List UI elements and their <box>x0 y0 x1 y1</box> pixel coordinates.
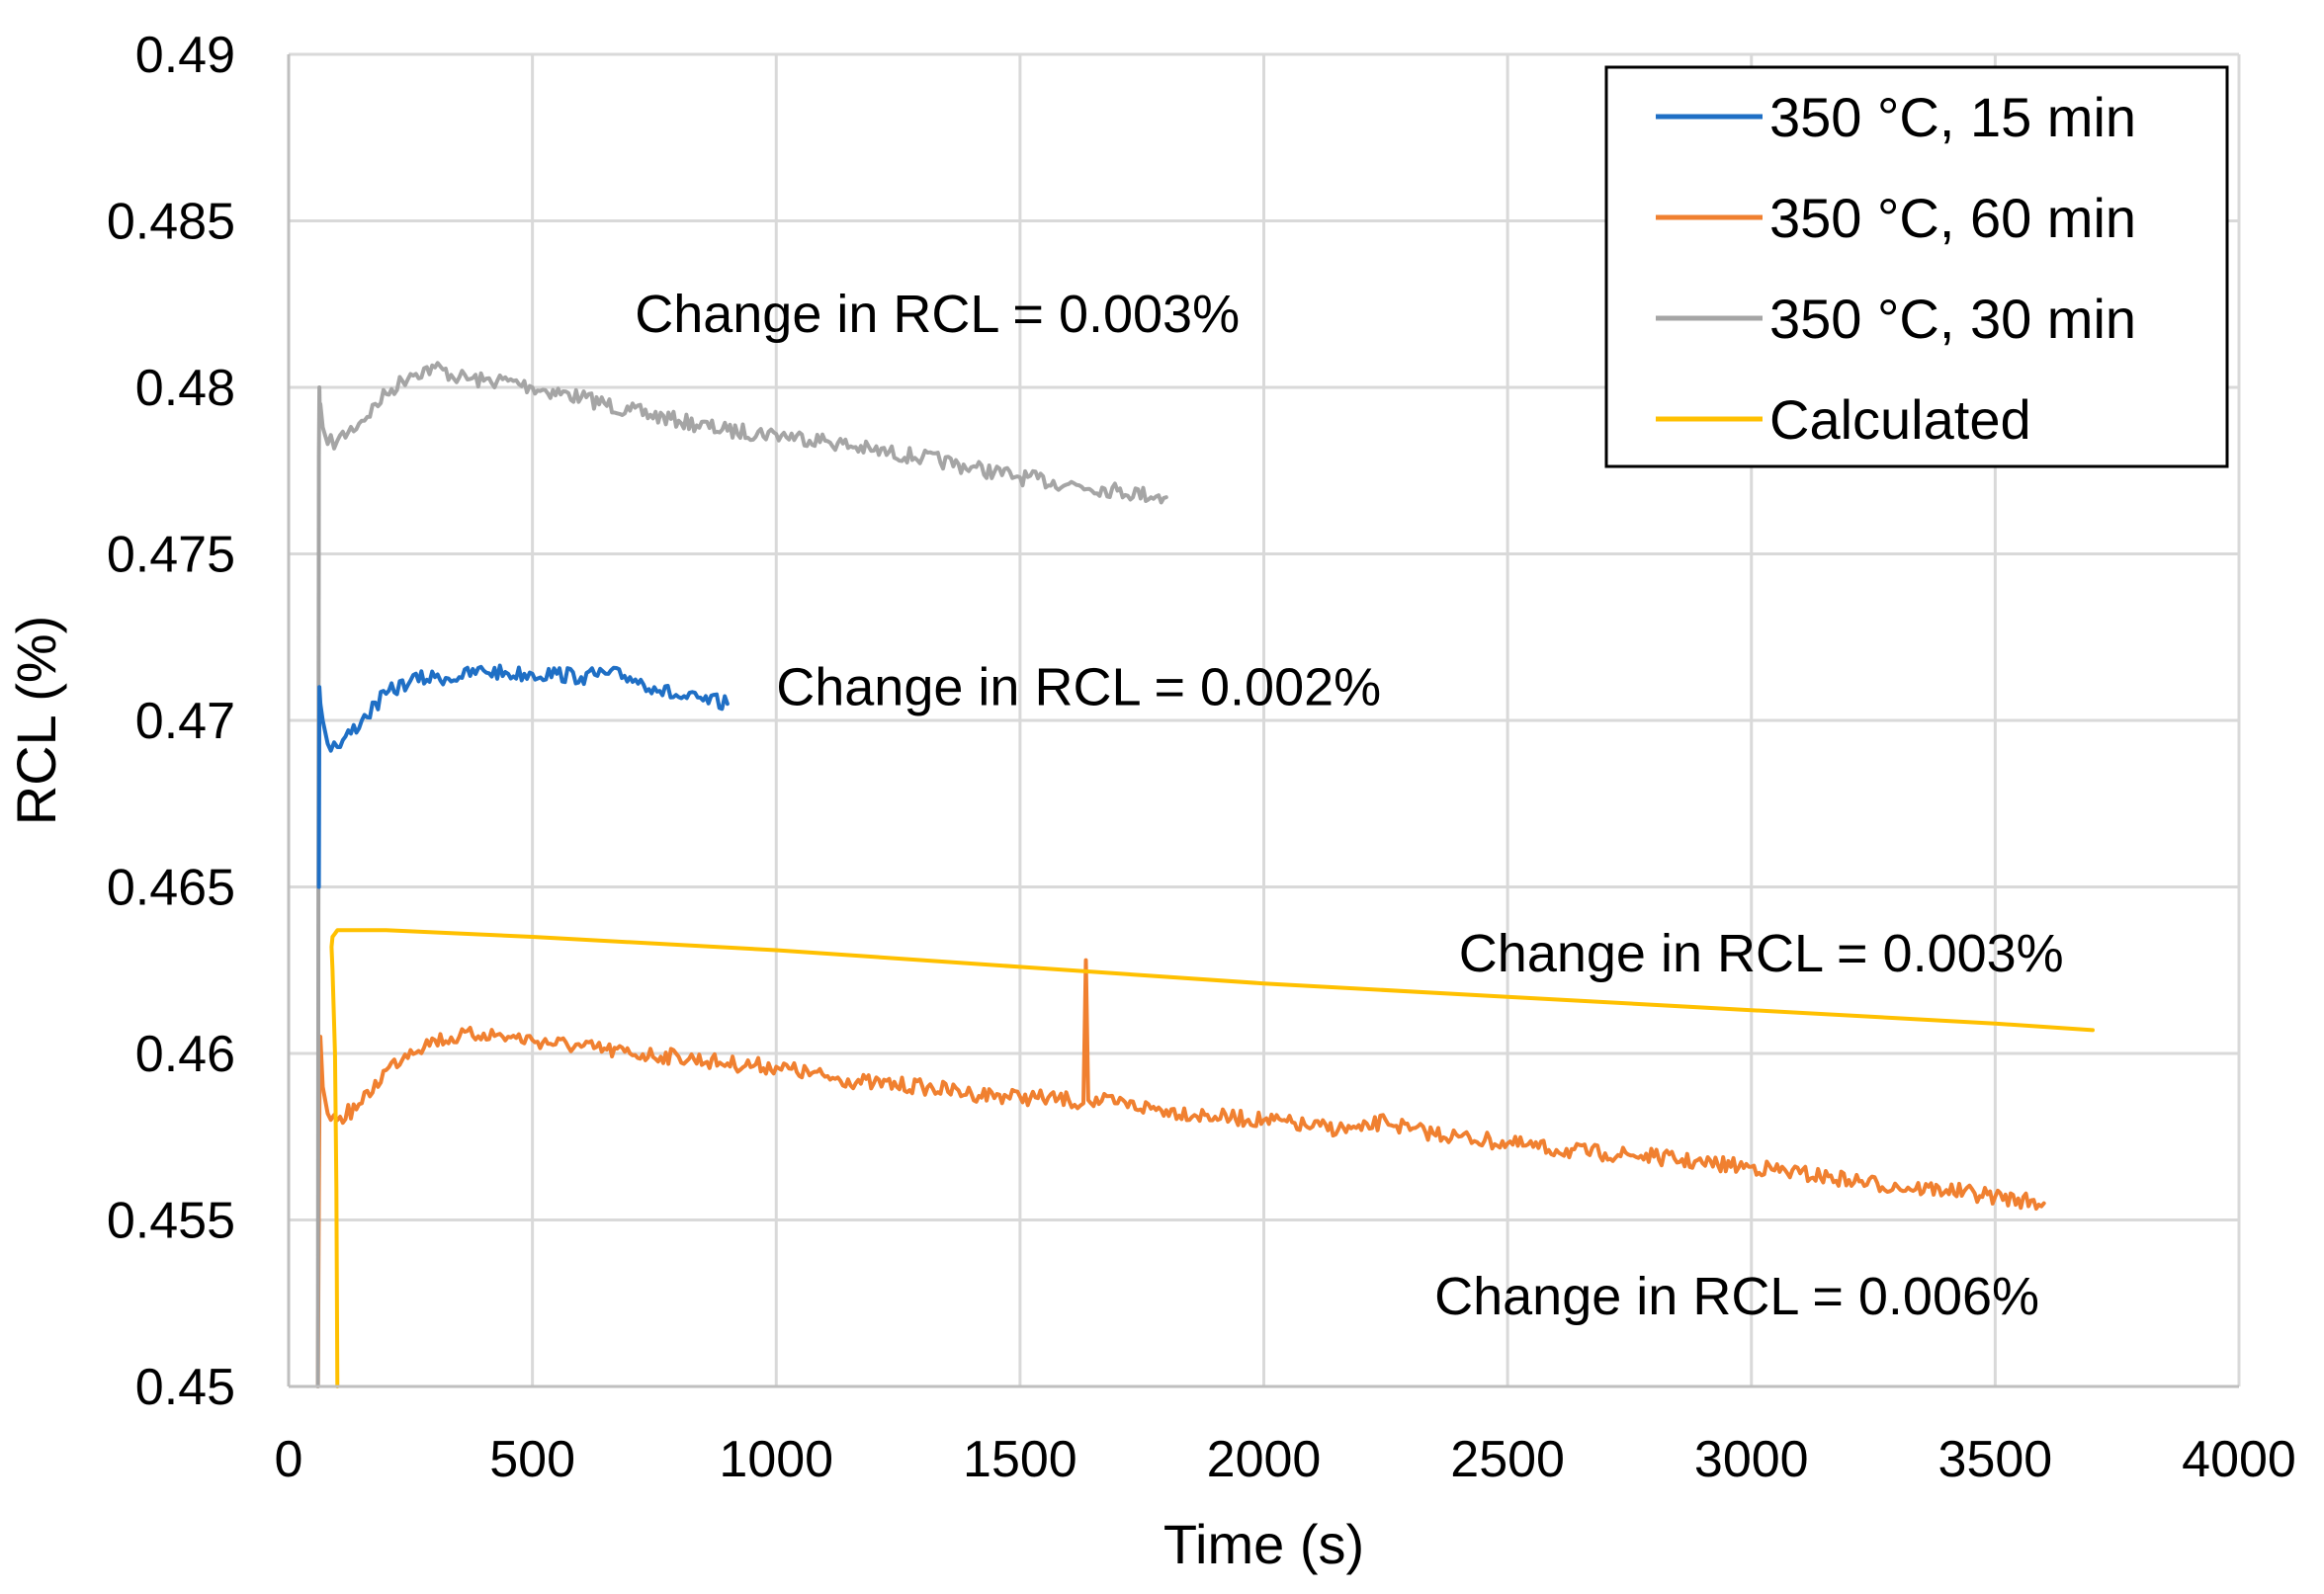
annotations: Change in RCL = 0.003% Change in RCL = 0.… <box>635 285 2063 1326</box>
y-tick-label: 0.45 <box>135 1359 235 1416</box>
y-tick-label: 0.475 <box>107 527 235 584</box>
x-tick-labels: 0 500 1000 1500 2000 2500 3000 3500 4000 <box>275 1431 2296 1488</box>
legend-box <box>1604 65 2229 468</box>
x-tick-label: 4000 <box>2182 1431 2296 1488</box>
x-tick-label: 3000 <box>1694 1431 1809 1488</box>
annotation-label: Change in RCL = 0.006% <box>1434 1267 2039 1326</box>
x-tick-label: 3500 <box>1938 1431 2053 1488</box>
y-tick-label: 0.455 <box>107 1193 235 1250</box>
legend-label-350-c-30-min: 350 °C, 30 min <box>1769 288 2136 350</box>
series-spike-350-c-15-min <box>316 685 323 889</box>
x-axis-title: Time (s) <box>1163 1513 1364 1575</box>
legend: 350 °C, 15 min 350 °C, 60 min 350 °C, 30 m… <box>1604 65 2229 468</box>
x-tick-label: 1500 <box>963 1431 1077 1488</box>
annotation-label: Change in RCL = 0.003% <box>1459 924 2064 983</box>
series-spike-350-c-30-min <box>315 385 322 1388</box>
annotation-label: Change in RCL = 0.002% <box>776 657 1381 716</box>
legend-label-350-c-60-min: 350 °C, 60 min <box>1769 187 2136 249</box>
x-tick-label: 1000 <box>719 1431 833 1488</box>
series-line-350-c-60-min <box>318 958 2046 1212</box>
x-tick-label: 0 <box>275 1431 303 1488</box>
y-tick-label: 0.46 <box>135 1026 235 1083</box>
series-line-350-c-15-min <box>318 663 730 753</box>
y-tick-label: 0.49 <box>135 27 235 84</box>
y-tick-labels: 0.45 0.455 0.46 0.465 0.47 0.475 0.48 0.485 0.49 <box>107 27 235 1416</box>
series-line-350-c-30-min <box>318 361 1168 505</box>
y-tick-label: 0.47 <box>135 693 235 750</box>
legend-label-calculated: Calculated <box>1769 388 2031 451</box>
axes <box>287 54 2239 1388</box>
y-axis-title: RCL (%) <box>5 616 67 826</box>
x-tick-label: 2500 <box>1450 1431 1565 1488</box>
series-lines <box>315 361 2095 1388</box>
x-tick-label: 500 <box>489 1431 575 1488</box>
x-tick-label: 2000 <box>1207 1431 1322 1488</box>
y-tick-label: 0.48 <box>135 360 235 417</box>
y-tick-label: 0.465 <box>107 860 235 917</box>
annotation-label: Change in RCL = 0.003% <box>635 285 1240 344</box>
legend-label-350-c-15-min: 350 °C, 15 min <box>1769 86 2136 148</box>
y-tick-label: 0.485 <box>107 194 235 251</box>
series-line-calculated <box>329 928 2095 1388</box>
